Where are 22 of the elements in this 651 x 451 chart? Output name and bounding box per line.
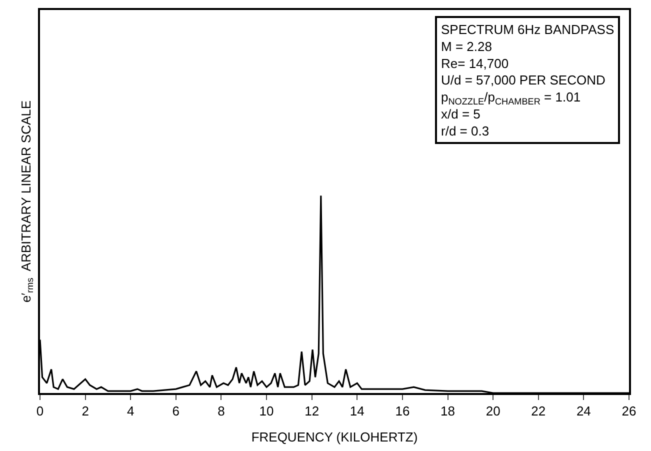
x-tick-label: 10 (259, 404, 274, 419)
text: p$_{NOZZLE}$/p$_{CHAMBER}$ = 1.01 (441, 90, 581, 106)
x-tick-label: 4 (127, 404, 134, 419)
text: r/d = 0.3 (441, 123, 490, 138)
x-tick-label: 24 (576, 404, 591, 419)
text: x/d = 5 (441, 106, 480, 122)
x-tick-label: 12 (304, 404, 320, 419)
text: Re= 14,700 (441, 56, 509, 71)
x-tick-label: 26 (622, 404, 636, 419)
text: M = 2.28 (441, 38, 492, 54)
x-tick-label: 8 (218, 404, 225, 419)
x-tick-label: 22 (531, 404, 546, 419)
x-tick-label: 16 (395, 404, 410, 419)
x-axis-title: FREQUENCY (KILOHERTZ) (251, 430, 418, 445)
x-tick-label: 18 (440, 404, 456, 419)
text: U/d = 57,000 PER SECOND (441, 72, 606, 88)
x-tick-label: 6 (172, 404, 180, 419)
x-tick-label: 0 (36, 404, 44, 419)
x-tick-label: 20 (486, 404, 500, 419)
x-tick-label: 14 (350, 404, 364, 419)
text: SPECTRUM 6Hz BANDPASS (441, 22, 614, 37)
x-tick-label: 2 (82, 404, 89, 419)
